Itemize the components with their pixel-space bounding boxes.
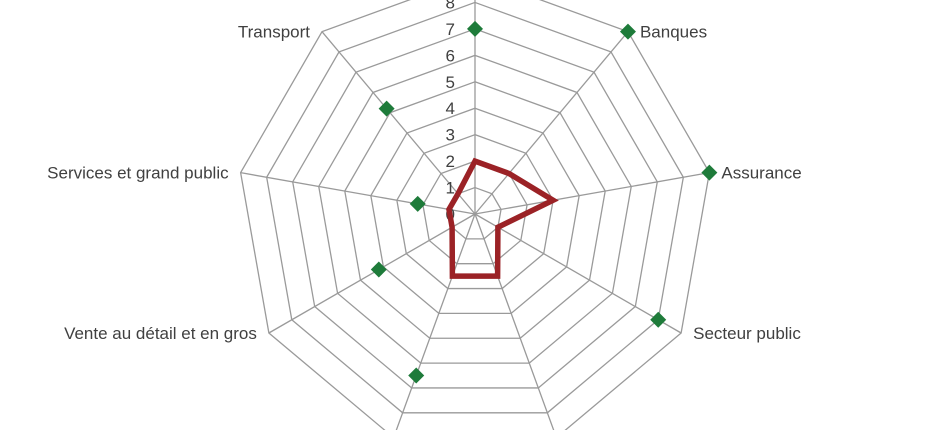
- grid-ring-3: [396, 133, 554, 290]
- spoke-1: [474, 31, 629, 215]
- series-1-point-7: [409, 195, 426, 212]
- series-1-point-3: [650, 311, 667, 328]
- series-1-point-6: [370, 261, 387, 278]
- category-label-6: Vente au détail et en gros: [64, 324, 257, 343]
- grid-ring-2: [422, 160, 528, 265]
- tick-label-6: 6: [446, 46, 455, 65]
- grid-ring-5: [344, 81, 606, 339]
- category-label-7: Services et grand public: [47, 164, 229, 183]
- spoke-8: [321, 31, 476, 215]
- spoke-5: [393, 213, 476, 435]
- grid-ring-6: [318, 54, 632, 364]
- series-1-point-8: [378, 100, 395, 117]
- spoke-7: [240, 172, 476, 215]
- category-label-1: Banques: [640, 23, 707, 42]
- tick-label-2: 2: [446, 152, 455, 171]
- series-0-line: [446, 157, 559, 279]
- series-1-point-1: [619, 23, 636, 40]
- series-1-point-2: [701, 164, 718, 181]
- series-1-point-0: [467, 20, 483, 37]
- grid-ring-8: [265, 1, 685, 414]
- spoke-6: [268, 213, 476, 334]
- tick-label-7: 7: [446, 20, 455, 39]
- grid-ring-4: [370, 107, 580, 315]
- category-label-2: Assurance: [721, 164, 801, 183]
- tick-label-5: 5: [446, 73, 455, 92]
- spoke-4: [474, 213, 557, 435]
- tick-label-8: 8: [446, 0, 455, 12]
- category-label-3: Secteur public: [693, 324, 801, 343]
- grid-ring-9: [239, 0, 711, 435]
- spoke-2: [474, 172, 710, 215]
- tick-label-3: 3: [446, 126, 455, 145]
- tick-label-4: 4: [446, 99, 455, 118]
- spoke-3: [474, 213, 682, 334]
- series-1-point-5: [408, 367, 425, 384]
- category-label-8: Transport: [238, 23, 310, 42]
- tick-label-1: 1: [446, 179, 455, 198]
- grid-ring-7: [292, 28, 658, 389]
